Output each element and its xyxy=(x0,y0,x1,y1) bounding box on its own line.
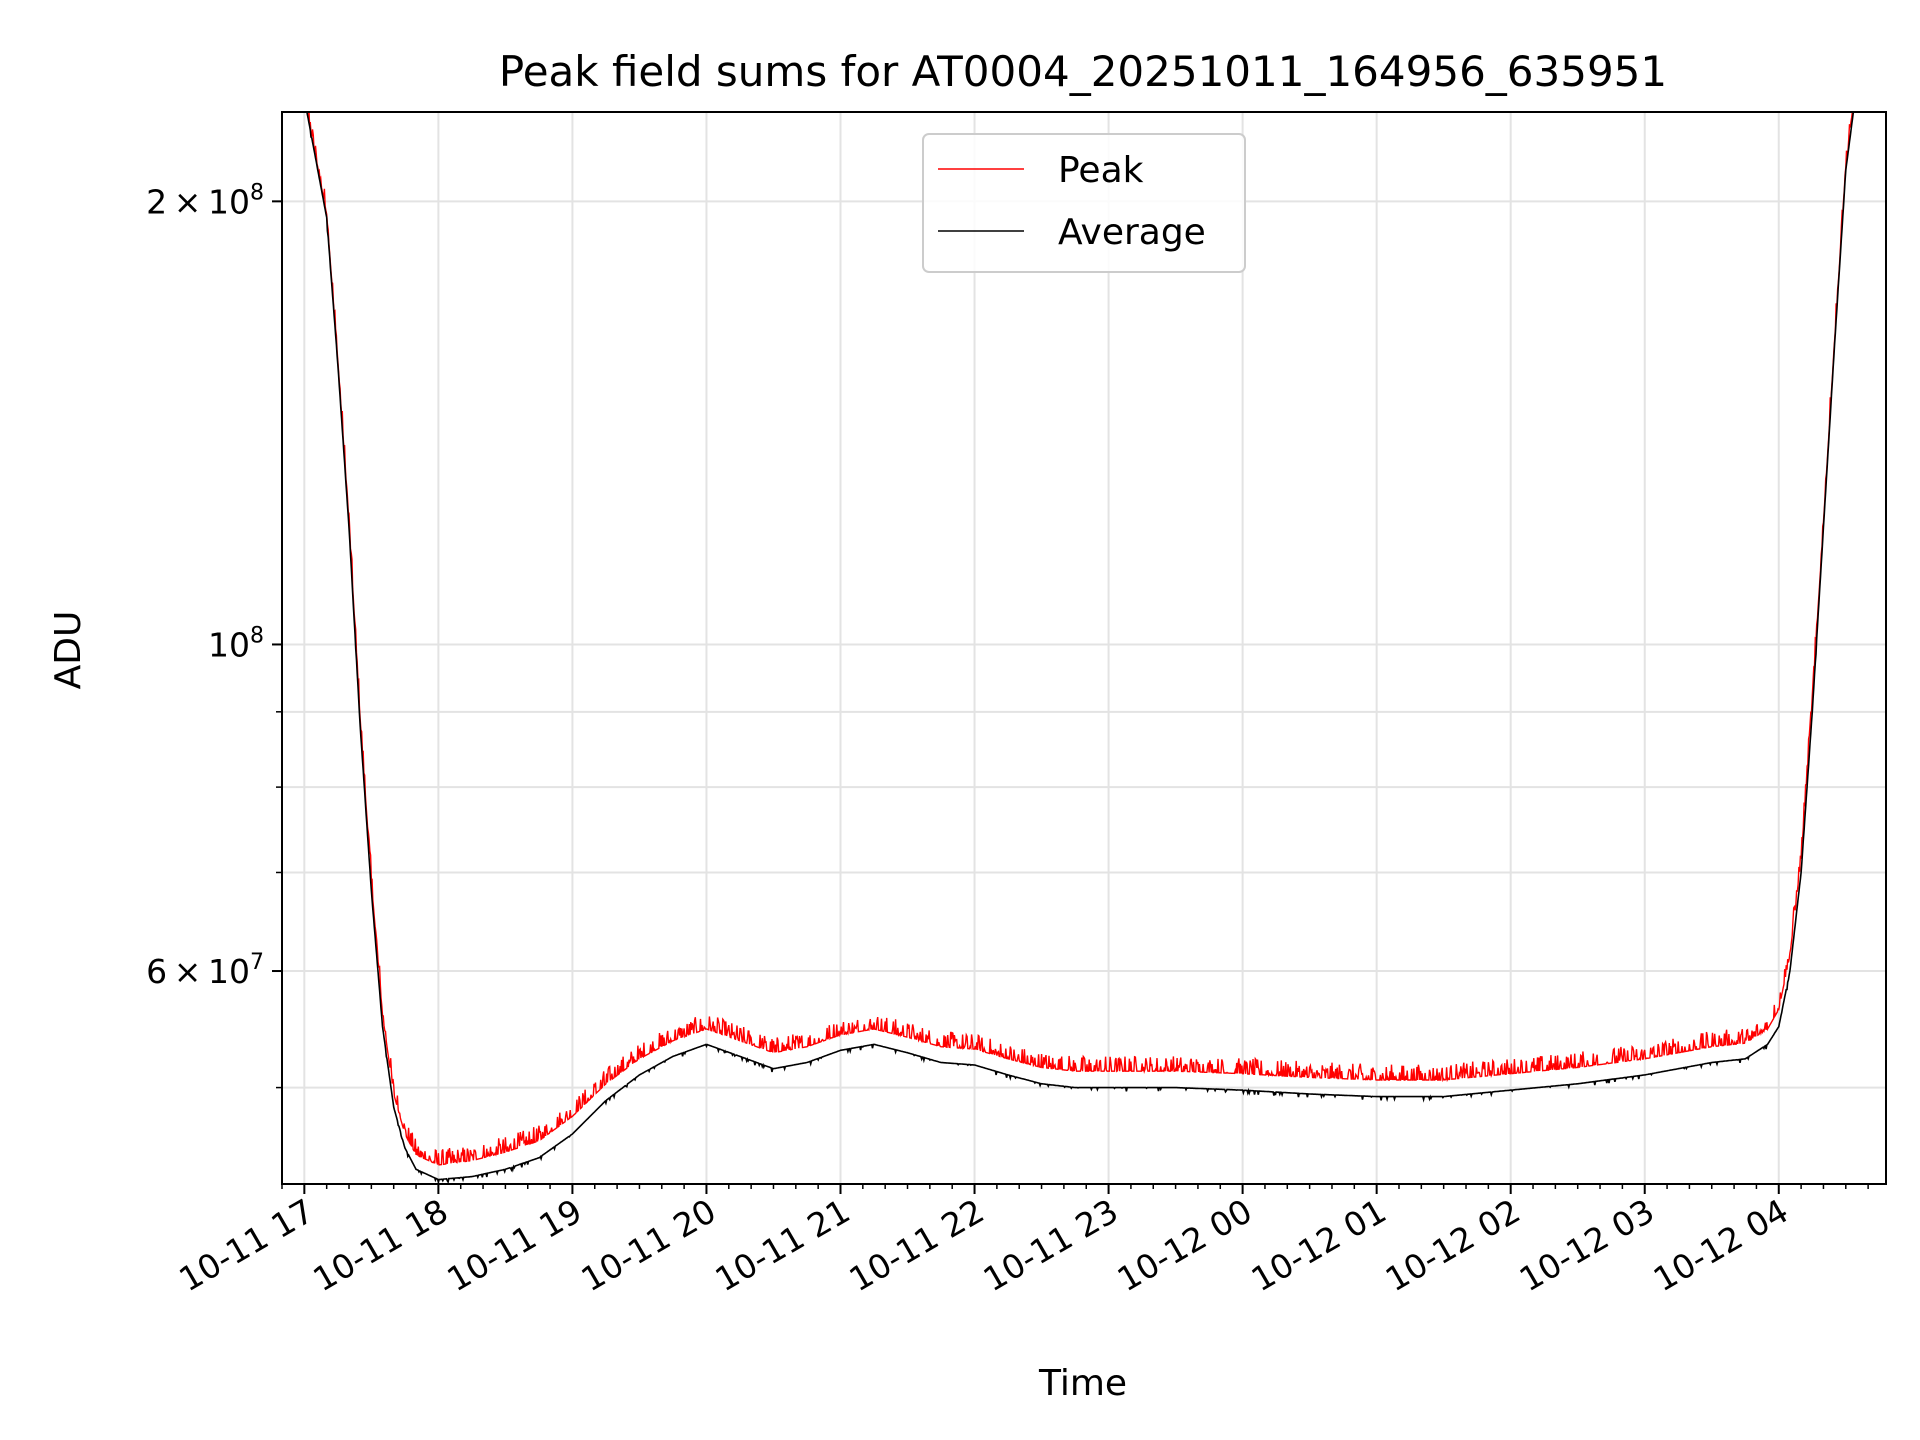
series-layer xyxy=(306,112,1855,1184)
series-average-line xyxy=(306,112,1855,1184)
y-tick-label: 108 xyxy=(208,623,264,664)
series-peak-line xyxy=(306,112,1854,1166)
y-axis-label: ADU xyxy=(48,611,89,690)
y-tick-label: 6 × 107 xyxy=(146,950,264,991)
y-tick-label: 2 × 108 xyxy=(146,180,264,221)
legend-peak-label: Peak xyxy=(1058,150,1144,191)
legend-average-label: Average xyxy=(1058,212,1206,253)
chart-title: Peak field sums for AT0004_20251011_1649… xyxy=(499,47,1667,96)
plot-area xyxy=(281,111,1887,1185)
y-tick-exponent: 8 xyxy=(250,623,264,648)
x-axis-label: Time xyxy=(1038,1363,1127,1404)
y-tick-exponent: 8 xyxy=(250,180,264,205)
plot-background xyxy=(282,112,1886,1184)
plot-frame xyxy=(281,111,1887,1185)
y-tick-base: 2 × 10 xyxy=(146,182,250,221)
legend: Peak Average xyxy=(922,133,1246,273)
grid xyxy=(282,112,1886,1184)
y-tick-exponent: 7 xyxy=(250,950,264,975)
y-tick-base: 10 xyxy=(208,625,250,664)
y-tick-base: 6 × 10 xyxy=(146,952,250,991)
